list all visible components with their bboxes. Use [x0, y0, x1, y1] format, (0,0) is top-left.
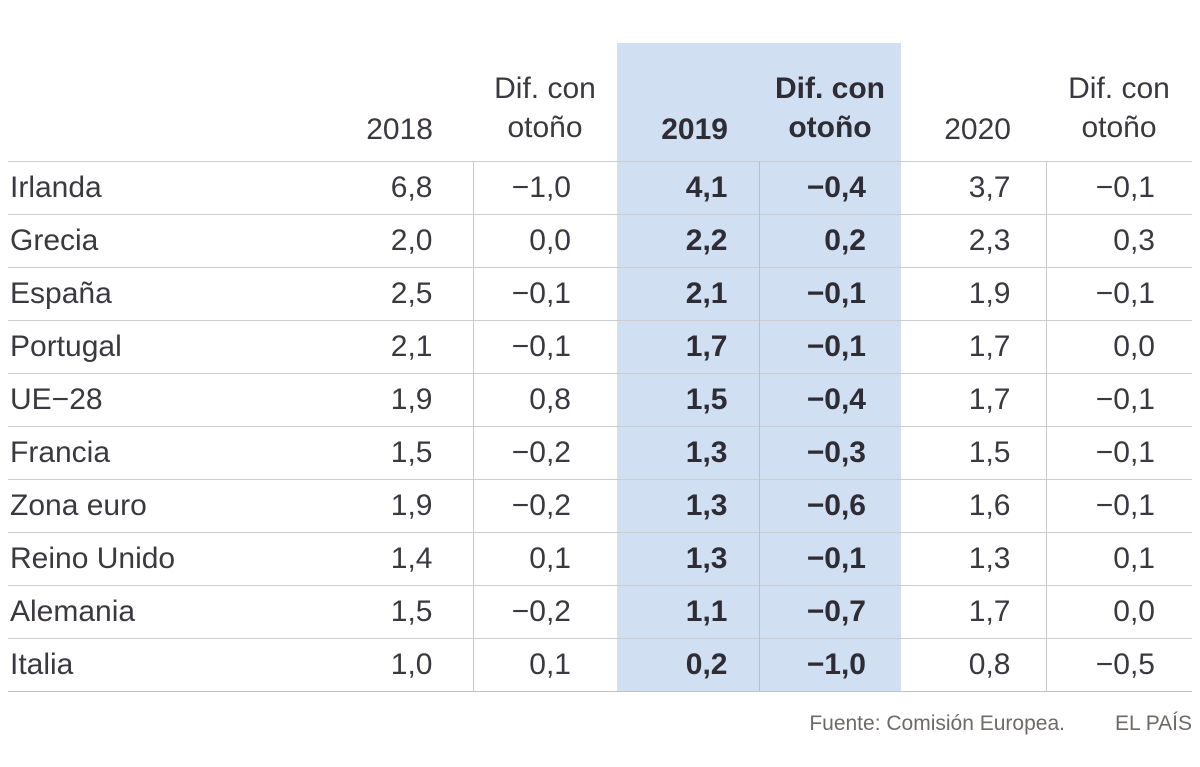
country-cell: Francia — [8, 426, 310, 480]
value-cell: −0,6 — [759, 479, 901, 533]
table-row: Francia 1,5 −0,2 1,3 −0,3 1,5 −0,1 — [8, 426, 1192, 480]
value-cell: 0,0 — [473, 214, 617, 268]
value-cell: 0,2 — [617, 638, 760, 692]
table-row: Alemania 1,5 −0,2 1,1 −0,7 1,7 0,0 — [8, 585, 1192, 639]
table-row: Zona euro 1,9 −0,2 1,3 −0,6 1,6 −0,1 — [8, 479, 1192, 533]
value-cell: 0,3 — [1046, 214, 1192, 268]
value-cell: 1,9 — [901, 267, 1047, 321]
value-cell: −0,1 — [473, 267, 617, 321]
value-cell: 1,3 — [617, 532, 760, 586]
value-cell: −0,1 — [759, 532, 901, 586]
table-row: Italia 1,0 0,1 0,2 −1,0 0,8 −0,5 — [8, 638, 1192, 692]
country-cell: Grecia — [8, 214, 310, 268]
col-header-dif-2019: Dif. con otoño — [759, 43, 901, 162]
country-cell: Irlanda — [8, 161, 310, 215]
country-cell: Reino Unido — [8, 532, 310, 586]
table-footer: Fuente: Comisión Europea. EL PAÍS — [809, 710, 1192, 737]
value-cell: 2,2 — [617, 214, 760, 268]
value-cell: −0,1 — [473, 320, 617, 374]
value-cell: 4,1 — [617, 161, 760, 215]
value-cell: 1,3 — [901, 532, 1047, 586]
value-cell: −0,1 — [1046, 161, 1192, 215]
value-cell: −0,1 — [1046, 373, 1192, 427]
value-cell: 1,9 — [310, 373, 474, 427]
value-cell: 1,5 — [310, 585, 474, 639]
value-cell: 1,7 — [617, 320, 760, 374]
col-header-2020: 2020 — [944, 113, 1011, 146]
value-cell: 1,7 — [901, 373, 1047, 427]
value-cell: 2,1 — [310, 320, 474, 374]
value-cell: 1,1 — [617, 585, 760, 639]
value-cell: 1,5 — [901, 426, 1047, 480]
value-cell: 6,8 — [310, 161, 474, 215]
table-row: UE−28 1,9 0,8 1,5 −0,4 1,7 −0,1 — [8, 373, 1192, 427]
country-cell: Alemania — [8, 585, 310, 639]
header-row: 2018 Dif. con otoño 2019 Dif. con otoño … — [8, 43, 1192, 162]
source-note: Fuente: Comisión Europea. — [809, 712, 1065, 735]
value-cell: 0,8 — [473, 373, 617, 427]
value-cell: −0,4 — [759, 161, 901, 215]
value-cell: 1,4 — [310, 532, 474, 586]
publisher-credit: EL PAÍS — [1114, 712, 1192, 735]
value-cell: 1,7 — [901, 585, 1047, 639]
value-cell: 0,0 — [1046, 320, 1192, 374]
value-cell: −0,1 — [1046, 267, 1192, 321]
value-cell: −0,3 — [759, 426, 901, 480]
value-cell: 3,7 — [901, 161, 1047, 215]
country-cell: Portugal — [8, 320, 310, 374]
value-cell: 1,7 — [901, 320, 1047, 374]
col-header-2019: 2019 — [617, 43, 759, 162]
value-cell: −1,0 — [759, 638, 901, 692]
col-header-country — [8, 43, 310, 162]
value-cell: 0,0 — [1046, 585, 1192, 639]
country-cell: España — [8, 267, 310, 321]
value-cell: 2,5 — [310, 267, 474, 321]
col-header-2018: 2018 — [366, 113, 433, 146]
table-row: Irlanda 6,8 −1,0 4,1 −0,4 3,7 −0,1 — [8, 161, 1192, 215]
col-header-dif-2018: Dif. con otoño — [494, 72, 596, 144]
value-cell: −0,7 — [759, 585, 901, 639]
value-cell: −0,2 — [473, 426, 617, 480]
value-cell: 0,2 — [759, 214, 901, 268]
table-row: Grecia 2,0 0,0 2,2 0,2 2,3 0,3 — [8, 214, 1192, 268]
table-row: Portugal 2,1 −0,1 1,7 −0,1 1,7 0,0 — [8, 320, 1192, 374]
value-cell: 0,1 — [473, 532, 617, 586]
value-cell: 1,0 — [310, 638, 474, 692]
value-cell: −0,1 — [1046, 426, 1192, 480]
value-cell: −0,2 — [473, 479, 617, 533]
country-cell: UE−28 — [8, 373, 310, 427]
value-cell: 2,3 — [901, 214, 1047, 268]
country-cell: Italia — [8, 638, 310, 692]
value-cell: 1,6 — [901, 479, 1047, 533]
col-header-dif-2020: Dif. con otoño — [1068, 72, 1170, 144]
value-cell: 1,9 — [310, 479, 474, 533]
value-cell: 0,8 — [901, 638, 1047, 692]
value-cell: 2,0 — [310, 214, 474, 268]
value-cell: 0,1 — [1046, 532, 1192, 586]
forecast-table: 2018 Dif. con otoño 2019 Dif. con otoño … — [8, 43, 1192, 692]
value-cell: 1,5 — [310, 426, 474, 480]
value-cell: −0,1 — [759, 320, 901, 374]
value-cell: −0,1 — [1046, 479, 1192, 533]
table-row: España 2,5 −0,1 2,1 −0,1 1,9 −0,1 — [8, 267, 1192, 321]
value-cell: 0,1 — [473, 638, 617, 692]
table-row: Reino Unido 1,4 0,1 1,3 −0,1 1,3 0,1 — [8, 532, 1192, 586]
value-cell: −0,4 — [759, 373, 901, 427]
table-header: 2018 Dif. con otoño 2019 Dif. con otoño … — [8, 43, 1192, 162]
value-cell: −0,2 — [473, 585, 617, 639]
value-cell: −1,0 — [473, 161, 617, 215]
value-cell: −0,1 — [759, 267, 901, 321]
country-cell: Zona euro — [8, 479, 310, 533]
value-cell: 1,5 — [617, 373, 760, 427]
value-cell: 1,3 — [617, 426, 760, 480]
value-cell: 2,1 — [617, 267, 760, 321]
value-cell: 1,3 — [617, 479, 760, 533]
table-body: Irlanda 6,8 −1,0 4,1 −0,4 3,7 −0,1 Grecia 2,0 0,0… — [8, 161, 1192, 692]
value-cell: −0,5 — [1046, 638, 1192, 692]
